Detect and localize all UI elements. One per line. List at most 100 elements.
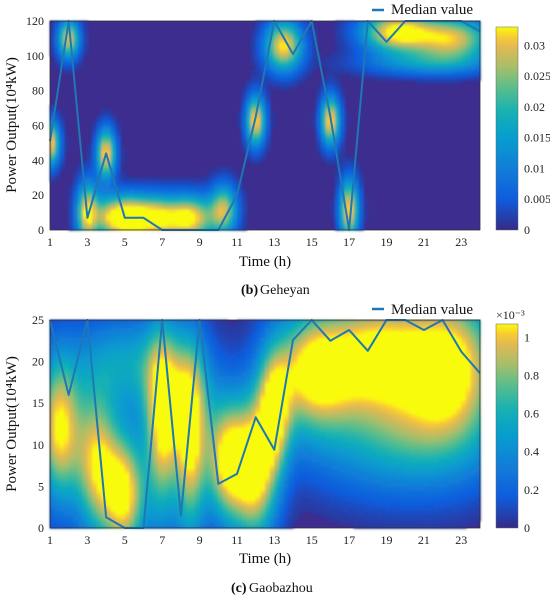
heatmap-cell: [236, 344, 243, 349]
heatmap-cell: [199, 195, 205, 200]
heatmap-cell: [59, 507, 65, 512]
heatmap-cell: [194, 326, 201, 331]
heatmap-cell: [241, 209, 247, 214]
heatmap-cell: [381, 73, 388, 78]
heatmap-cell: [465, 52, 472, 57]
heatmap-cell: [82, 216, 88, 221]
heatmap-cell: [255, 424, 261, 429]
heatmap-cell: [194, 188, 201, 193]
heatmap-cell: [157, 354, 163, 359]
heatmap-cell: [68, 368, 74, 373]
heatmap-cell: [101, 361, 107, 366]
heatmap-cell: [227, 489, 233, 494]
heatmap-cell: [218, 170, 224, 175]
heatmap-cell: [204, 212, 210, 217]
heatmap-cell: [274, 27, 280, 33]
heatmap-cell: [246, 108, 252, 113]
heatmap-cell: [442, 62, 448, 67]
x-tick-label: 9: [197, 235, 203, 249]
heatmap-cell: [115, 337, 121, 342]
heatmap-cell: [73, 34, 79, 40]
heatmap-cell: [171, 399, 177, 404]
heatmap-cell: [166, 219, 173, 224]
heatmap-cell: [82, 368, 88, 373]
heatmap-cell: [428, 62, 434, 67]
heatmap-cell: [204, 413, 210, 418]
heatmap-cell: [222, 347, 229, 352]
heatmap-cell: [115, 375, 121, 380]
heatmap-cell: [250, 104, 257, 109]
heatmap-cell: [171, 455, 177, 460]
heatmap-cell: [92, 496, 98, 501]
heatmap-cell: [101, 469, 107, 474]
heatmap-cell: [166, 198, 173, 203]
heatmap-cell: [92, 146, 98, 151]
heatmap-cell: [288, 27, 294, 33]
heatmap-cell: [106, 503, 112, 508]
heatmap-cell: [176, 177, 182, 182]
heatmap-cell: [68, 455, 74, 460]
heatmap-cell: [465, 45, 472, 50]
heatmap-cell: [129, 191, 135, 196]
heatmap-cell: [213, 347, 219, 352]
heatmap-cell: [232, 361, 238, 366]
heatmap-cell: [279, 73, 285, 78]
heatmap-cell: [265, 524, 271, 529]
heatmap-cell: [138, 396, 145, 401]
heatmap-cell: [101, 417, 107, 422]
heatmap-cell: [50, 128, 56, 134]
heatmap-cell: [265, 472, 271, 477]
heatmap-cell: [255, 430, 261, 435]
heatmap-cell: [87, 399, 93, 404]
heatmap-cell: [255, 451, 261, 456]
heatmap-cell: [241, 212, 247, 217]
heatmap-cell: [180, 427, 187, 432]
heatmap-cell: [134, 500, 140, 505]
heatmap-cell: [50, 486, 56, 491]
heatmap-cell: [208, 434, 215, 439]
heatmap-cell: [311, 52, 318, 57]
heatmap-cell: [208, 441, 215, 446]
heatmap-cell: [73, 458, 79, 463]
heatmap-cell: [129, 399, 135, 404]
heatmap-cell: [246, 358, 252, 363]
heatmap-cell: [54, 378, 60, 383]
heatmap-cell: [204, 399, 210, 404]
heatmap-cell: [82, 361, 88, 366]
heatmap-cell: [222, 205, 229, 210]
heatmap-cell: [250, 382, 257, 387]
heatmap-cell: [82, 24, 88, 29]
heatmap-cell: [68, 406, 74, 411]
heatmap-cell: [106, 368, 112, 373]
heatmap-cell: [166, 177, 173, 182]
heatmap-cell: [199, 216, 205, 221]
heatmap-cell: [265, 424, 271, 429]
heatmap-cell: [236, 330, 243, 335]
heatmap-cell: [447, 48, 453, 53]
heatmap-cell: [120, 420, 126, 425]
heatmap-cell: [68, 34, 74, 40]
heatmap-cell: [265, 469, 271, 474]
heatmap-cell: [297, 34, 303, 40]
heatmap-cell: [185, 451, 191, 456]
heatmap-cell: [236, 368, 243, 373]
heatmap-cell: [353, 69, 360, 74]
heatmap-cell: [293, 83, 299, 88]
heatmap-cell: [465, 21, 472, 26]
heatmap-cell: [269, 524, 275, 529]
heatmap-cell: [255, 455, 261, 460]
heatmap-cell: [433, 41, 439, 46]
heatmap-cell: [68, 399, 74, 404]
heatmap-cell: [176, 216, 182, 221]
heatmap-cell: [87, 392, 93, 397]
heatmap-cell: [124, 326, 131, 331]
heatmap-cell: [157, 503, 163, 508]
heatmap-cell: [232, 216, 238, 221]
heatmap-cell: [199, 514, 205, 519]
heatmap-cell: [241, 410, 247, 415]
heatmap-cell: [414, 59, 420, 64]
heatmap-cell: [344, 174, 350, 179]
heatmap-cell: [358, 226, 364, 231]
heatmap-cell: [358, 31, 364, 36]
heatmap-cell: [367, 73, 374, 78]
